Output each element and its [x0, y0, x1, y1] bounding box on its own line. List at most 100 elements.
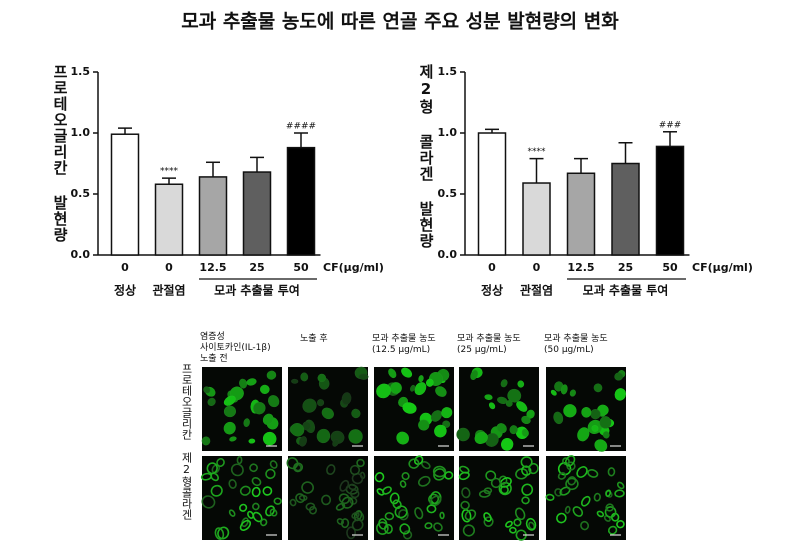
cell: [616, 520, 625, 529]
cell: [358, 373, 369, 380]
x-tick-label: 0: [121, 261, 129, 274]
cell: [602, 431, 610, 439]
cell: [332, 439, 339, 447]
cell: [599, 416, 612, 429]
cell: [348, 483, 357, 491]
cell: [339, 479, 350, 492]
cell: [294, 463, 302, 472]
cell: [565, 477, 579, 491]
cell: [376, 488, 385, 496]
significance-label: ****: [528, 147, 547, 157]
bar: [566, 172, 596, 256]
cell: [374, 472, 385, 483]
cell: [560, 384, 568, 395]
cell: [249, 463, 258, 473]
cell: [251, 477, 262, 487]
bar: [110, 133, 140, 256]
cell: [230, 463, 244, 477]
cell: [572, 506, 584, 517]
cell: [349, 464, 361, 476]
cell: [396, 431, 409, 445]
cell: [485, 470, 497, 481]
group-label: 관절염: [520, 283, 553, 298]
cell: [444, 471, 454, 480]
cell: [246, 378, 257, 386]
cell: [269, 460, 278, 469]
group-label: 모과 추출물 투여: [583, 283, 669, 298]
micrograph: [546, 367, 626, 452]
cell: [217, 526, 230, 540]
cell: [248, 438, 256, 444]
cell: [515, 468, 529, 480]
micrograph: [374, 367, 454, 451]
cell: [414, 507, 424, 520]
cell: [418, 375, 424, 383]
cell: [376, 383, 391, 399]
cell: [605, 489, 612, 498]
cell: [252, 502, 260, 511]
y-tick-label: 1.0: [71, 126, 91, 139]
group-label: 정상: [481, 283, 503, 298]
cell: [509, 425, 518, 435]
x-axis-label: CF(μg/ml): [692, 261, 753, 274]
cell: [500, 379, 508, 388]
cell: [206, 462, 218, 475]
cell: [587, 469, 599, 478]
column-header: 염증성 사이토카인(IL-1β) 노출 전: [200, 332, 292, 365]
cell: [301, 481, 315, 494]
cell: [553, 411, 564, 425]
cell: [398, 509, 409, 521]
cell: [302, 398, 317, 413]
cell: [335, 502, 346, 511]
cell: [616, 481, 625, 490]
column-header-line: 염증성: [200, 332, 225, 342]
cell: [430, 410, 442, 422]
cell: [417, 475, 431, 487]
significance-label: ###: [659, 120, 682, 130]
row-label: 제2형콜라겐: [180, 452, 193, 520]
cell: [501, 438, 514, 451]
cell: [382, 486, 392, 495]
cell: [604, 506, 617, 518]
cell: [340, 518, 350, 529]
cell: [228, 479, 237, 489]
cell: [456, 427, 470, 442]
figure-title: 모과 추출물 농도에 따른 연골 주요 성분 발현량의 변화: [181, 11, 619, 33]
cell: [563, 404, 577, 418]
cell: [580, 520, 590, 531]
column-header-line: 모과 추출물 농도: [372, 334, 436, 344]
cell: [351, 519, 364, 531]
bar: [611, 162, 640, 256]
y-tick-label: 0.0: [438, 248, 458, 261]
x-tick-label: 0: [488, 261, 496, 274]
cell: [521, 483, 534, 496]
cell: [581, 407, 592, 418]
x-tick-label: 50: [293, 261, 309, 274]
cell: [517, 380, 525, 388]
cell: [265, 505, 276, 517]
cell: [414, 382, 427, 396]
cell: [266, 370, 277, 380]
cell: [429, 495, 442, 507]
cell: [596, 510, 605, 518]
cell: [336, 518, 344, 525]
x-tick-label: 12.5: [567, 261, 594, 274]
cell: [505, 520, 513, 528]
cell: [434, 424, 447, 438]
cell: [326, 464, 336, 476]
cell: [593, 492, 601, 502]
cell: [557, 472, 567, 480]
cell: [241, 517, 249, 528]
cell: [384, 512, 395, 521]
cell: [442, 420, 451, 428]
cell: [216, 457, 225, 467]
cell: [433, 522, 443, 532]
cell: [435, 386, 447, 397]
y-tick-label: 0.5: [438, 187, 458, 200]
cell: [346, 526, 357, 540]
column-header-line: 모과 추출물 농도: [457, 334, 521, 344]
x-tick-label: 12.5: [199, 261, 226, 274]
cell: [260, 384, 270, 394]
cell: [499, 477, 512, 488]
